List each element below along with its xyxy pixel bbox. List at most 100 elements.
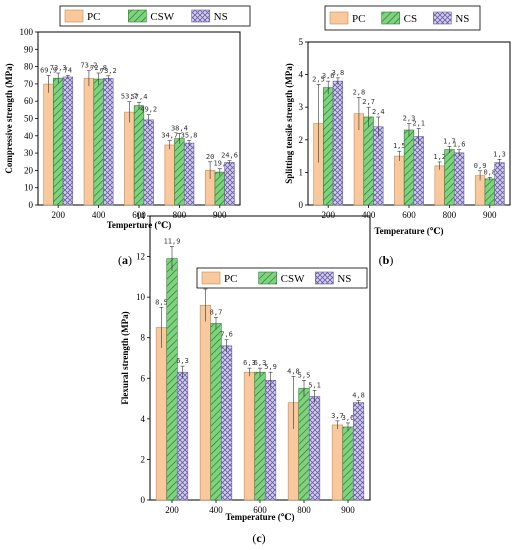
- y-axis-label: Flexural strength (MPa): [120, 311, 130, 404]
- bar-cs: [403, 129, 415, 206]
- y-tick-label: 40: [24, 131, 34, 141]
- bar-cs: [323, 87, 334, 206]
- y-tick-label: 0: [141, 495, 146, 505]
- bar-cs: [484, 178, 495, 206]
- legend-swatch-csw: [128, 9, 147, 23]
- bar-pc: [155, 327, 168, 501]
- legend-label: CSW: [150, 11, 174, 23]
- y-axis-label: Compressive strength (MPa): [4, 63, 14, 173]
- bar-ns: [308, 396, 321, 501]
- x-tick-label: 900: [213, 210, 227, 220]
- y-tick-label: 2: [141, 454, 146, 464]
- data-label: 24,6: [221, 152, 238, 160]
- y-tick-label: 3: [299, 102, 304, 112]
- y-tick-label: 5: [299, 37, 304, 47]
- y-tick-label: 70: [24, 79, 34, 89]
- data-label: 69,9: [40, 66, 57, 74]
- bar-pc: [434, 165, 445, 206]
- bar-ns: [453, 152, 465, 206]
- y-tick-label: 2: [299, 135, 304, 145]
- data-label: 1,7: [443, 137, 456, 145]
- data-label: 0,8: [483, 168, 496, 176]
- legend-label: PC: [352, 13, 365, 25]
- legend-label: NS: [337, 273, 351, 285]
- y-tick-label: 0: [299, 200, 304, 210]
- x-tick-label: 200: [321, 210, 335, 220]
- data-label: 6,3: [243, 359, 256, 367]
- data-label: 73,3: [50, 64, 67, 72]
- y-tick-label: 6: [141, 373, 146, 383]
- legend-swatch-cs: [381, 11, 400, 25]
- y-tick-label: 4: [299, 70, 304, 80]
- data-label: 8,5: [155, 298, 168, 306]
- data-label: 57,4: [131, 93, 148, 101]
- compressive-strength-chart: 0 10 20 30 40 50 60 70 80 90 100 200 400 600 800 900 69,…: [4, 5, 251, 230]
- bar-csw: [53, 77, 64, 206]
- bar-ns: [176, 371, 189, 501]
- x-tick-label: 400: [92, 210, 106, 220]
- bar-pc: [199, 304, 212, 501]
- data-label: 6,3: [254, 359, 267, 367]
- bar-csw: [342, 426, 354, 501]
- caption-a: (a): [118, 253, 132, 267]
- bar-csw: [214, 171, 225, 206]
- bar-cs: [363, 116, 374, 206]
- legend-swatch-ns: [433, 11, 452, 25]
- data-label: 38,4: [171, 124, 188, 132]
- data-label: 1,5: [393, 142, 406, 150]
- y-tick-label: 20: [24, 165, 34, 175]
- data-label: 2,7: [362, 98, 375, 106]
- y-tick-label: 100: [20, 27, 34, 37]
- bar-pc: [243, 371, 256, 501]
- data-label: 74: [64, 66, 72, 74]
- legend-swatch-ns: [315, 271, 334, 285]
- x-tick-label: 400: [209, 505, 223, 515]
- bar-csw: [174, 138, 185, 206]
- legend-label: NS: [455, 13, 469, 25]
- bar-csw: [254, 371, 266, 501]
- y-tick-label: 30: [24, 148, 34, 158]
- data-label: 0,9: [474, 162, 487, 170]
- bar-ns: [494, 162, 505, 206]
- legend-swatch-pc: [64, 9, 84, 23]
- legend-label: PC: [224, 273, 237, 285]
- y-tick-label: 80: [24, 62, 34, 72]
- data-label: 73,2: [100, 67, 117, 75]
- legend-swatch-pc: [329, 11, 349, 25]
- y-tick-label: 12: [136, 252, 145, 262]
- y-tick-label: 60: [24, 96, 34, 106]
- y-tick-label: 14: [136, 211, 146, 221]
- legend-label: CSW: [281, 273, 305, 285]
- data-label: 3,6: [322, 72, 335, 80]
- x-tick-label: 800: [443, 210, 457, 220]
- bar-ns: [62, 76, 74, 206]
- legend-box: [324, 5, 481, 31]
- bar-pc: [331, 424, 344, 501]
- flexural-strength-chart: 024681012142004006008009008,59,66,34,83,…: [120, 211, 371, 522]
- data-label: 72,8: [90, 64, 107, 72]
- bar-pc: [394, 155, 405, 206]
- bar-ns: [413, 136, 424, 206]
- x-tick-label: 200: [165, 505, 179, 515]
- x-tick-label: 200: [51, 210, 65, 220]
- data-label: 11,9: [164, 237, 181, 245]
- data-label: 49,2: [140, 106, 157, 114]
- data-label: 2,1: [412, 119, 425, 127]
- data-label: 4,8: [287, 367, 300, 375]
- data-label: 3,6: [342, 414, 355, 422]
- bar-ns: [373, 126, 384, 206]
- data-label: 1,6: [453, 141, 466, 149]
- bar-pc: [164, 144, 175, 206]
- bar-pc: [83, 78, 95, 206]
- data-label: 4,8: [352, 392, 365, 400]
- data-label: 35,8: [181, 131, 198, 139]
- data-label: 1,3: [493, 150, 506, 158]
- data-label: 7,6: [220, 331, 233, 339]
- splitting-tensile-chart: 0 1 2 3 4 5 200 400 600 800 900 2,5 2,8 1,5 1,2 0,9 3,6 2…: [284, 5, 511, 236]
- data-label: 53,7: [121, 93, 138, 101]
- data-label: 2,8: [353, 88, 366, 96]
- y-tick-label: 0: [29, 200, 34, 210]
- legend-swatch-pc: [201, 271, 221, 285]
- bar-ns: [332, 80, 344, 206]
